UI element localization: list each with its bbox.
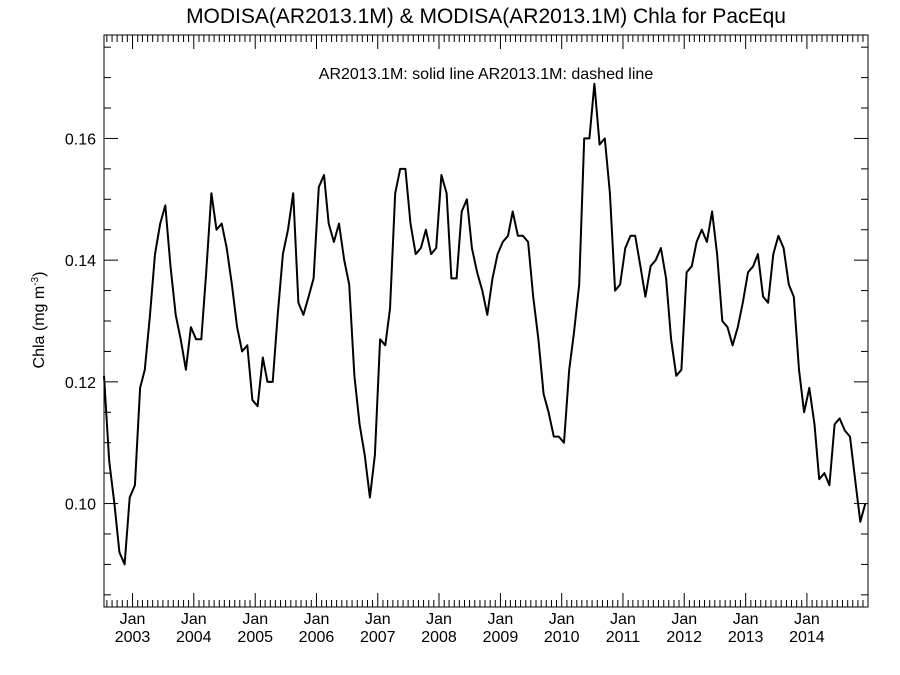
x-tick-year-label: 2011 <box>606 629 641 646</box>
x-tick-year-label: 2009 <box>483 629 519 646</box>
x-tick-month-label: Jan <box>426 611 452 628</box>
x-tick-year-label: 2013 <box>728 629 764 646</box>
x-tick-year-label: 2004 <box>176 629 212 646</box>
x-tick-month-label: Jan <box>488 611 514 628</box>
x-tick-month-label: Jan <box>181 611 207 628</box>
x-tick-year-label: 2007 <box>360 629 396 646</box>
x-tick-year-label: 2008 <box>421 629 457 646</box>
y-axis-label-main: Chla (mg m <box>31 286 48 369</box>
y-axis-label: Chla (mg m-3) <box>30 272 48 369</box>
x-tick-month-label: Jan <box>671 611 697 628</box>
series-line-1 <box>103 82 867 566</box>
legend-text: AR2013.1M: solid line AR2013.1M: dashed … <box>319 66 654 83</box>
x-tick-year-label: 2014 <box>789 629 825 646</box>
x-tick-month-label: Jan <box>733 611 759 628</box>
x-tick-month-label: Jan <box>365 611 391 628</box>
plot-frame <box>103 34 869 608</box>
x-axis: Jan2003Jan2004Jan2005Jan2006Jan2007Jan20… <box>106 35 864 646</box>
x-tick-month-label: Jan <box>794 611 820 628</box>
x-tick-month-label: Jan <box>610 611 636 628</box>
y-tick-label: 0.14 <box>65 253 96 270</box>
y-tick-label: 0.10 <box>65 497 96 514</box>
x-tick-month-label: Jan <box>242 611 268 628</box>
x-tick-month-label: Jan <box>304 611 330 628</box>
chart-title: MODISA(AR2013.1M) & MODISA(AR2013.1M) Ch… <box>186 5 786 28</box>
x-tick-month-label: Jan <box>120 611 146 628</box>
y-axis: 0.10 0.12 0.14 0.16 <box>65 46 868 596</box>
series-group <box>103 82 867 566</box>
y-axis-label-close: ) <box>31 272 48 277</box>
y-tick-label: 0.16 <box>65 131 96 148</box>
x-tick-year-label: 2006 <box>299 629 335 646</box>
x-tick-year-label: 2012 <box>666 629 702 646</box>
y-tick-label: 0.12 <box>65 375 96 392</box>
x-tick-year-label: 2010 <box>544 629 580 646</box>
x-tick-year-label: 2003 <box>115 629 151 646</box>
x-tick-year-label: 2005 <box>237 629 273 646</box>
y-axis-label-sup: -3 <box>30 276 41 285</box>
x-tick-month-label: Jan <box>549 611 575 628</box>
